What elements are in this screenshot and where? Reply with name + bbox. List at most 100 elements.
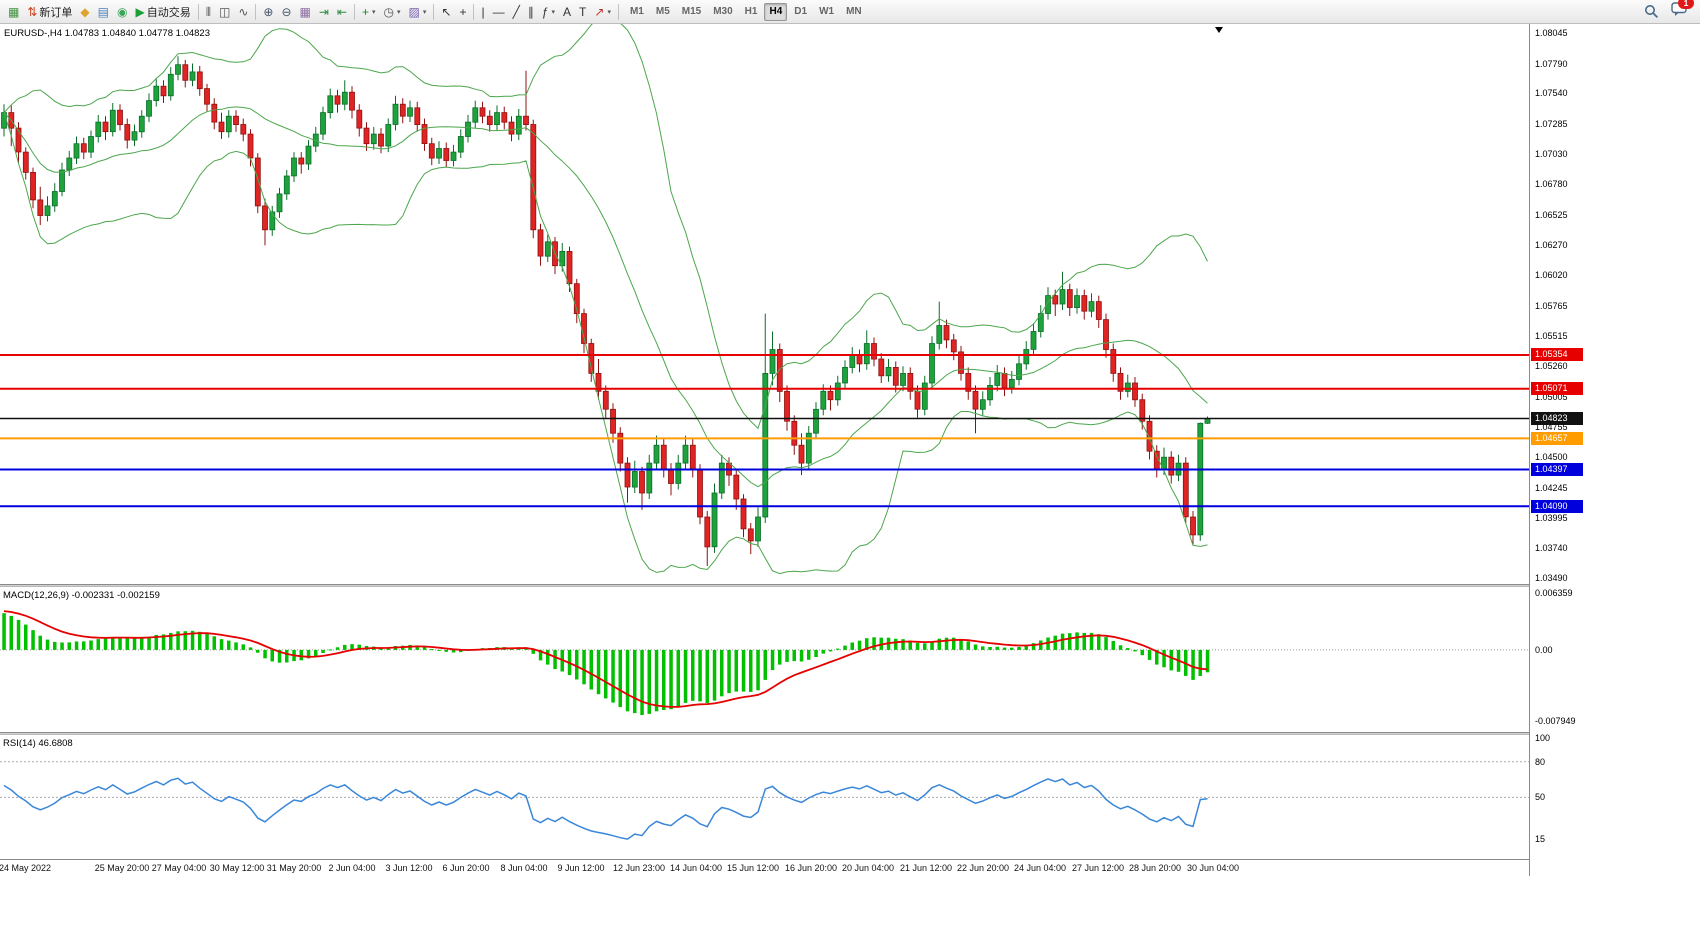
timeframe-m5-button[interactable]: M5 bbox=[651, 3, 675, 21]
text-button[interactable]: A bbox=[559, 2, 575, 22]
time-axis-label: 16 Jun 20:00 bbox=[784, 863, 838, 873]
zoom-in-icon: ⊕ bbox=[263, 4, 274, 19]
candlestick-chart-button[interactable]: ◫ bbox=[215, 2, 234, 22]
tile-windows-icon: ▦ bbox=[299, 4, 311, 19]
line-chart-icon: ∿ bbox=[238, 4, 249, 19]
toolbar-separator bbox=[473, 3, 475, 20]
text-label-button[interactable]: T bbox=[575, 2, 590, 22]
price-axis-label: 1.05260 bbox=[1535, 361, 1568, 371]
search-icon bbox=[1645, 5, 1659, 19]
autotrading-button[interactable]: ▶ 自动交易 bbox=[131, 2, 194, 22]
time-axis-label: 15 Jun 12:00 bbox=[726, 863, 780, 873]
timeframe-d1-button[interactable]: D1 bbox=[789, 3, 812, 21]
zoom-out-icon: ⊖ bbox=[281, 4, 292, 19]
time-axis-label: 21 Jun 12:00 bbox=[899, 863, 953, 873]
timeframe-m1-button[interactable]: M1 bbox=[625, 3, 649, 21]
horizontal-line-button[interactable]: — bbox=[489, 2, 509, 22]
notification-badge: 1 bbox=[1678, 0, 1694, 9]
trendline-button[interactable]: ╱ bbox=[509, 2, 524, 22]
timeframe-m15-button[interactable]: M15 bbox=[677, 3, 706, 21]
rsi-axis-label: 15 bbox=[1535, 834, 1546, 844]
rsi-indicator-label: RSI(14) 46.6808 bbox=[3, 738, 73, 749]
notifications-button[interactable]: 1 bbox=[1671, 0, 1694, 22]
price-axis-label: 1.06270 bbox=[1535, 240, 1568, 250]
time-axis[interactable]: 24 May 2022 25 May 20:00 27 May 04:00 30 Ma… bbox=[0, 859, 1529, 877]
arrows-button[interactable]: ↗ ▾ bbox=[590, 2, 615, 22]
new-order-button-label: 新订单 bbox=[39, 6, 73, 19]
dropdown-arrow-icon: ▾ bbox=[607, 8, 611, 16]
indicators-button[interactable]: + ▾ bbox=[358, 2, 380, 22]
price-axis-label: 1.05765 bbox=[1535, 301, 1568, 311]
macd-panel[interactable] bbox=[0, 587, 1529, 732]
price-axis-label: 1.03490 bbox=[1535, 573, 1568, 583]
timeframe-h4-button[interactable]: H4 bbox=[764, 2, 788, 21]
autotrading-button-label: 自动交易 bbox=[146, 6, 191, 19]
crosshair-icon: + bbox=[459, 4, 467, 19]
vertical-line-button[interactable]: | bbox=[477, 2, 488, 22]
panel-splitter[interactable] bbox=[0, 584, 1529, 587]
auto-scroll-button[interactable]: ⇥ bbox=[315, 2, 333, 22]
chart-window[interactable]: EURUSD-,H4 1.04783 1.04840 1.04778 1.048… bbox=[0, 24, 1700, 877]
time-axis-label: 6 Jun 20:00 bbox=[442, 863, 490, 873]
bar-chart-button[interactable]: ⦀ bbox=[202, 2, 215, 22]
price-axis-label: 1.06020 bbox=[1535, 270, 1568, 280]
clock-icon: ◷ bbox=[383, 4, 394, 19]
price-axis-label: 1.05515 bbox=[1535, 331, 1568, 341]
panel-splitter[interactable] bbox=[0, 732, 1529, 735]
search-button[interactable] bbox=[1640, 2, 1663, 22]
symbol-period-label: EURUSD-,H4 bbox=[4, 28, 63, 39]
cursor-arrow-icon: ↖ bbox=[441, 4, 452, 19]
price-axis-label: 1.04245 bbox=[1535, 483, 1568, 493]
fibonacci-icon: ƒ bbox=[541, 4, 549, 19]
horizontal-line-icon: — bbox=[492, 4, 505, 19]
price-axis-label: 1.07540 bbox=[1535, 88, 1568, 98]
dropdown-arrow-icon: ▾ bbox=[397, 8, 401, 16]
hline-price-tag: 1.04090 bbox=[1531, 500, 1583, 513]
price-axis-label: 1.03740 bbox=[1535, 543, 1568, 553]
new-order-icon: ⇅ bbox=[27, 4, 38, 19]
rsi-panel[interactable] bbox=[0, 735, 1529, 859]
macd-signal-line bbox=[3, 610, 1208, 708]
periods-button[interactable]: ◷ ▾ bbox=[380, 2, 405, 22]
metaeditor-button[interactable]: ◆ bbox=[76, 2, 93, 22]
time-axis-label: 20 Jun 04:00 bbox=[841, 863, 895, 873]
template-icon: ▨ bbox=[408, 4, 420, 19]
toolbar-separator bbox=[353, 3, 355, 20]
chart-shift-button[interactable]: ⇤ bbox=[333, 2, 351, 22]
new-order-button[interactable]: ⇅ 新订单 bbox=[23, 2, 76, 22]
toolbar-separator bbox=[433, 3, 435, 20]
zoom-out-button[interactable]: ⊖ bbox=[277, 2, 295, 22]
cursor-button[interactable]: ↖ bbox=[437, 2, 455, 22]
timeframe-m30-button[interactable]: M30 bbox=[708, 3, 737, 21]
fibonacci-button[interactable]: ƒ ▾ bbox=[538, 2, 559, 22]
market-watch-button[interactable]: ▤ bbox=[94, 2, 113, 22]
price-axis-label: 1.05005 bbox=[1535, 392, 1568, 402]
hline-price-tag: 1.05354 bbox=[1531, 348, 1583, 361]
new-chart-button[interactable]: ▦ bbox=[4, 2, 23, 22]
tile-windows-button[interactable]: ▦ bbox=[296, 2, 315, 22]
price-axis[interactable]: 1.05354 1.05071 1.04823 1.04657 1.04397 1.040… bbox=[1530, 24, 1620, 876]
line-chart-button[interactable]: ∿ bbox=[234, 2, 252, 22]
bar-chart-icon: ⦀ bbox=[205, 4, 211, 19]
price-axis-label: 1.06780 bbox=[1535, 179, 1568, 189]
time-axis-label: 2 Jun 04:00 bbox=[328, 863, 376, 873]
crosshair-button[interactable]: + bbox=[455, 2, 470, 22]
timeframe-h1-button[interactable]: H1 bbox=[740, 3, 763, 21]
community-icon: ◉ bbox=[116, 4, 128, 19]
indicators-plus-icon: + bbox=[361, 4, 369, 19]
dropdown-arrow-icon: ▾ bbox=[551, 8, 556, 16]
community-button[interactable]: ◉ bbox=[113, 2, 131, 22]
equidistant-channel-button[interactable]: ∥ bbox=[524, 2, 538, 22]
text-label-icon: T bbox=[579, 4, 587, 19]
timeframe-w1-button[interactable]: W1 bbox=[814, 3, 839, 21]
time-axis-label: 24 May 2022 bbox=[0, 863, 52, 873]
toolbar-buttons: ▦ ⇅ 新订单 ◆ ▤ ◉ ▶ 自动交易 ⦀ ◫ ∿ ⊕ ⊖ ▦ ⇥ ⇤ + ▾ ◷ ▾ ▨ ▾ ↖ + | — ╱ ∥ ƒ ▾ A T ↗ ▾ bbox=[4, 2, 622, 22]
time-axis-label: 28 Jun 20:00 bbox=[1128, 863, 1182, 873]
dropdown-arrow-icon: ▾ bbox=[422, 8, 427, 16]
timeframe-mn-button[interactable]: MN bbox=[841, 3, 867, 21]
rsi-line bbox=[3, 777, 1208, 840]
time-axis-label: 9 Jun 12:00 bbox=[557, 863, 605, 873]
zoom-in-button[interactable]: ⊕ bbox=[259, 2, 277, 22]
templates-button[interactable]: ▨ ▾ bbox=[405, 2, 431, 22]
main-price-chart[interactable] bbox=[0, 24, 1529, 584]
